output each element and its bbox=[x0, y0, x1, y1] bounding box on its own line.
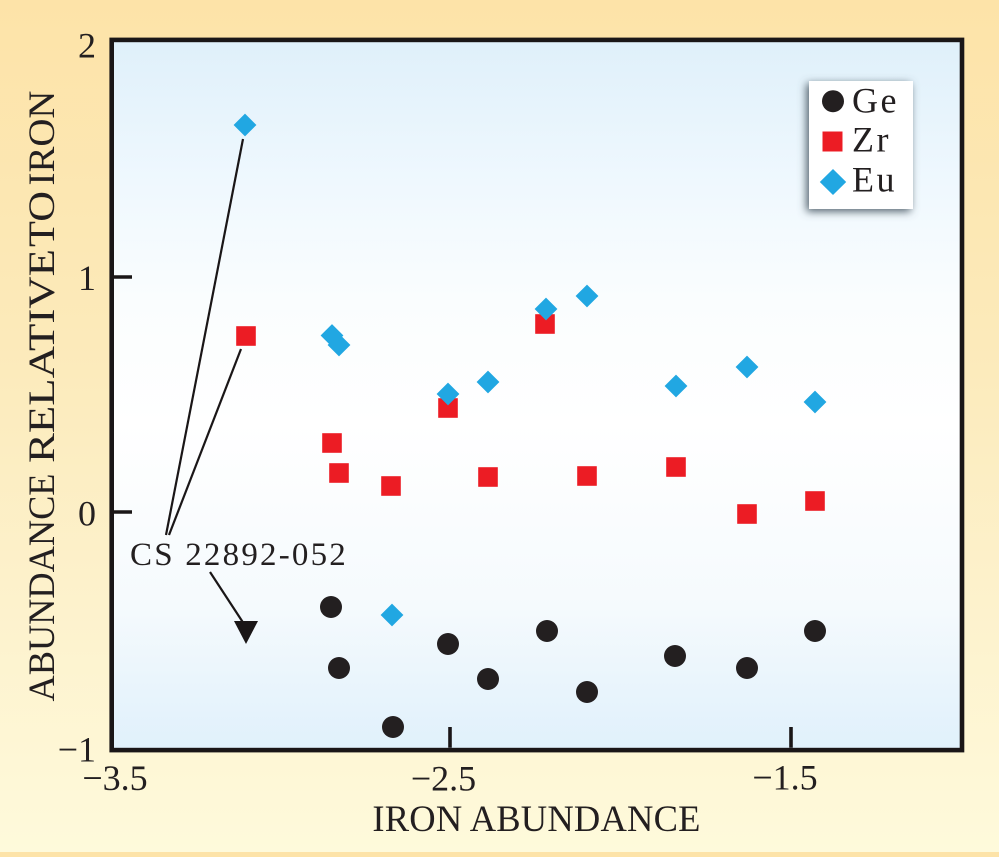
svg-text:0: 0 bbox=[78, 493, 96, 533]
svg-text:IRON: IRON bbox=[21, 91, 62, 186]
svg-text:ABUNDANCE: ABUNDANCE bbox=[21, 474, 62, 702]
svg-text:Zr: Zr bbox=[852, 120, 891, 160]
svg-text:2: 2 bbox=[78, 26, 96, 66]
svg-text:IRON ABUNDANCE: IRON ABUNDANCE bbox=[372, 798, 700, 839]
svg-text:1: 1 bbox=[78, 258, 96, 298]
svg-text:−1.5: −1.5 bbox=[752, 758, 817, 798]
svg-text:TO: TO bbox=[21, 191, 62, 247]
svg-text:Eu: Eu bbox=[852, 160, 897, 200]
svg-text:RELATIVE: RELATIVE bbox=[21, 249, 62, 463]
svg-text:CS 22892-052: CS 22892-052 bbox=[130, 537, 348, 573]
svg-text:Ge: Ge bbox=[852, 80, 899, 120]
svg-text:−2.5: −2.5 bbox=[411, 759, 476, 799]
svg-text:−3.5: −3.5 bbox=[82, 758, 147, 798]
svg-text:−1: −1 bbox=[58, 730, 96, 770]
